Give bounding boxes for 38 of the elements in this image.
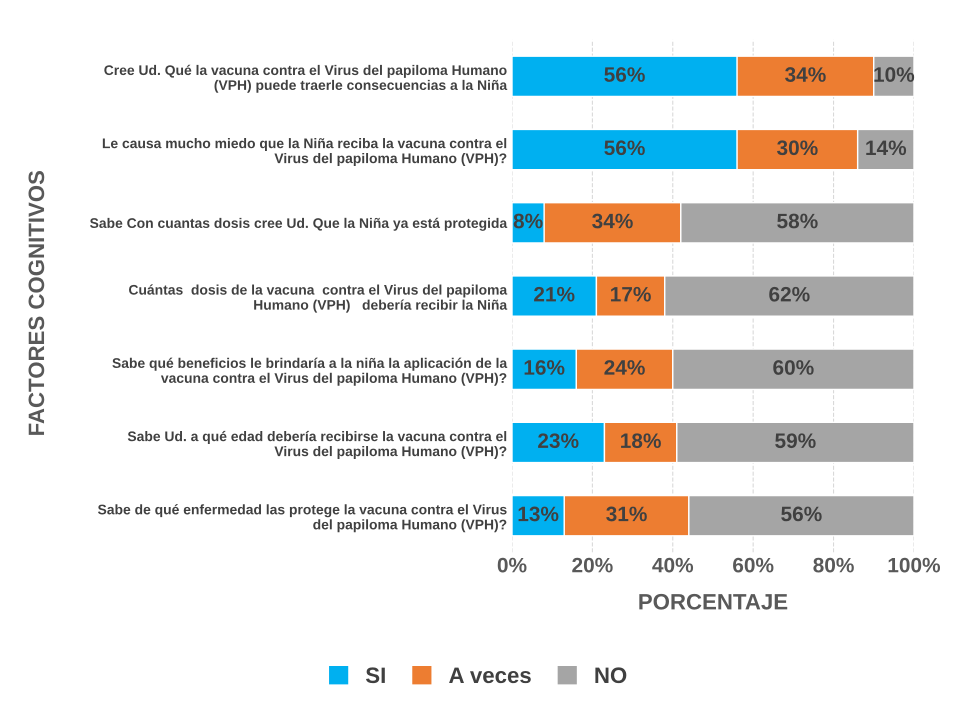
x-tick-label: 60% xyxy=(733,558,774,572)
data-label: 59% xyxy=(775,433,816,448)
x-axis-title: PORCENTAJE xyxy=(639,594,788,610)
y-tick-label: Sabe Con cuantas dosis cree Ud. Que la Niña ya está protegida xyxy=(90,218,508,231)
x-tick-label: 80% xyxy=(813,558,854,572)
data-label: 16% xyxy=(524,360,564,375)
y-tick-label: Le causa mucho miedo que la Niña reciba la vacuna contra el Virus del papiloma Humano (VPH)? xyxy=(102,138,506,166)
data-label: 18% xyxy=(621,433,661,448)
y-tick-label: Cuántas dosis de la vacuna contra el Virus del papiloma Humano (VPH) debería recibir la Niña xyxy=(129,284,508,313)
data-label: 23% xyxy=(538,433,579,448)
x-tick-label: 40% xyxy=(652,558,694,572)
data-label: 56% xyxy=(781,506,822,522)
y-tick-label: Sabe de qué enfermedad las protege la vacuna contra el Virus del papiloma Humano (VPH)? xyxy=(98,504,507,532)
data-label: 56% xyxy=(604,67,645,82)
data-label: 13% xyxy=(518,506,558,522)
data-label: 8% xyxy=(514,214,543,228)
data-label: 17% xyxy=(611,286,651,302)
data-label: 60% xyxy=(773,360,814,375)
y-tick-label: Sabe Ud. a qué edad debería recibirse la vacuna contra el Virus del papiloma Humano (VPH)? xyxy=(128,430,506,459)
x-tick-label: 100% xyxy=(888,558,940,572)
data-label: 21% xyxy=(534,286,574,302)
y-tick-label: Cree Ud. Qué la vacuna contra el Virus del papiloma Humano (VPH) puede traerle consecuencias a la Niña xyxy=(104,64,508,93)
legend-label: A veces xyxy=(449,668,531,684)
x-tick-label: 0% xyxy=(498,558,526,572)
data-label: 30% xyxy=(777,140,818,156)
data-label: 56% xyxy=(604,140,645,156)
data-label: 62% xyxy=(769,286,810,302)
x-tick-label: 20% xyxy=(572,558,613,572)
data-label: 34% xyxy=(592,214,633,228)
data-label: 31% xyxy=(606,506,647,522)
legend-label: NO xyxy=(595,667,626,684)
data-label: 24% xyxy=(604,360,645,375)
legend-label: SI xyxy=(366,667,385,684)
data-label: 58% xyxy=(777,214,818,228)
y-tick-label: Sabe qué beneficios le brindaría a la niña la aplicación de la vacuna contra el Virus del papiloma Humano (VPH)? xyxy=(112,358,508,386)
y-axis-title: FACTORES COGNITIVOS xyxy=(28,170,44,435)
data-label: 34% xyxy=(785,67,826,82)
data-label: 14% xyxy=(866,140,906,156)
